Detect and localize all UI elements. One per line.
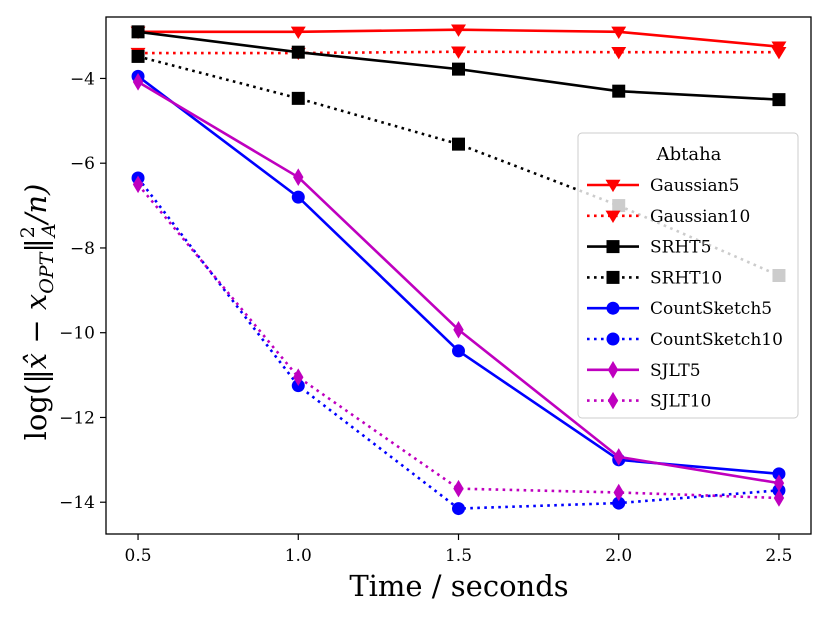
legend-marker-SRHT5: [606, 240, 620, 254]
legend-marker-Gaussian5: [605, 179, 621, 193]
x-axis-label: Time / seconds: [349, 569, 568, 603]
data-point-SJLT5-2: [613, 448, 624, 466]
data-point-CountSketch10-1.5: [452, 502, 465, 516]
data-point-Gaussian5-1: [290, 26, 306, 39]
legend: Abtaha Gaussian5 Gaussian10 SRHT5 SRHT10 Coun…: [577, 132, 799, 419]
data-point-SRHT5-1.5: [452, 62, 465, 76]
legend-label-Gaussian10: Gaussian10: [650, 207, 750, 227]
data-point-SRHT5-0.5: [131, 25, 145, 39]
y-tick-label--10: −10: [59, 324, 95, 344]
y-tick-label--8: −8: [70, 239, 95, 259]
legend-marker-CountSketch10: [606, 332, 620, 346]
x-tick-label-0.5: 0.5: [125, 546, 152, 566]
series-line-SJLT10: [137, 183, 779, 500]
data-point-SJLT10-2.5: [773, 489, 785, 507]
y-tick-label--14: −14: [59, 493, 95, 513]
x-tick-label-1: 1.0: [285, 546, 312, 566]
series-line-Gaussian10: [138, 50, 779, 55]
data-point-SJLT10-1.5: [453, 479, 464, 498]
data-point-SRHT5-2: [612, 84, 626, 98]
legend-label-Gaussian5: Gaussian5: [650, 176, 739, 196]
data-point-Gaussian10-2.5: [771, 46, 787, 60]
legend-marker-SRHT10: [606, 270, 620, 284]
data-point-CountSketch5-1: [291, 190, 305, 204]
axes: 0.5 1.0 1.5 2.0 2.5 −4 −6 −8 −10 −12 −14: [59, 16, 812, 566]
legend-marker-Gaussian10: [605, 210, 621, 223]
x-tick-label-1.5: 1.5: [445, 546, 472, 566]
data-point-CountSketch5-1.5: [452, 344, 465, 358]
data-point-SRHT10-1: [291, 91, 305, 105]
y-tick-label--4: −4: [70, 69, 95, 89]
legend-label-SJLT5: SJLT5: [650, 361, 701, 381]
data-point-SJLT10-0.5: [132, 175, 144, 194]
y-tick-label--6: −6: [70, 154, 95, 174]
data-point-CountSketch10-2: [612, 496, 626, 510]
x-tick-label-2.5: 2.5: [765, 546, 792, 566]
y-tick-label--12: −12: [59, 408, 95, 428]
data-point-SRHT5-2.5: [772, 93, 786, 107]
y-axis-label: log(‖x̂ − xOPT‖2A/n): [17, 184, 60, 441]
legend-marker-SJLT10: [607, 391, 619, 410]
data-point-SJLT5-1: [293, 168, 304, 186]
legend-box: [577, 132, 799, 419]
x-tick-label-2: 2.0: [605, 546, 632, 566]
data-point-CountSketch5-2.5: [772, 467, 786, 481]
legend-title: Abtaha: [656, 144, 722, 165]
data-point-Gaussian10-1.5: [451, 46, 466, 59]
data-point-SRHT10-0.5: [131, 49, 145, 63]
legend-label-SJLT10: SJLT10: [650, 392, 711, 412]
data-point-SRHT10-1.5: [452, 137, 465, 151]
legend-label-SRHT10: SRHT10: [650, 268, 722, 288]
legend-marker-SJLT5: [607, 361, 619, 379]
data-point-Gaussian5-2: [611, 26, 627, 39]
data-point-Gaussian5-1.5: [451, 24, 466, 37]
data-point-SJLT5-0.5: [132, 73, 144, 91]
data-point-SJLT10-1: [293, 368, 304, 386]
legend-label-SRHT5: SRHT5: [650, 238, 711, 258]
legend-label-CountSketch5: CountSketch5: [650, 299, 772, 319]
legend-label-CountSketch10: CountSketch10: [650, 330, 783, 350]
data-point-SJLT10-2: [613, 483, 624, 502]
data-point-SJLT5-2.5: [773, 474, 785, 492]
data-point-SJLT5-1.5: [453, 320, 464, 339]
legend-marker-CountSketch5: [606, 301, 620, 315]
data-point-Gaussian10-2: [611, 46, 627, 60]
data-point-SRHT5-1: [291, 45, 305, 59]
